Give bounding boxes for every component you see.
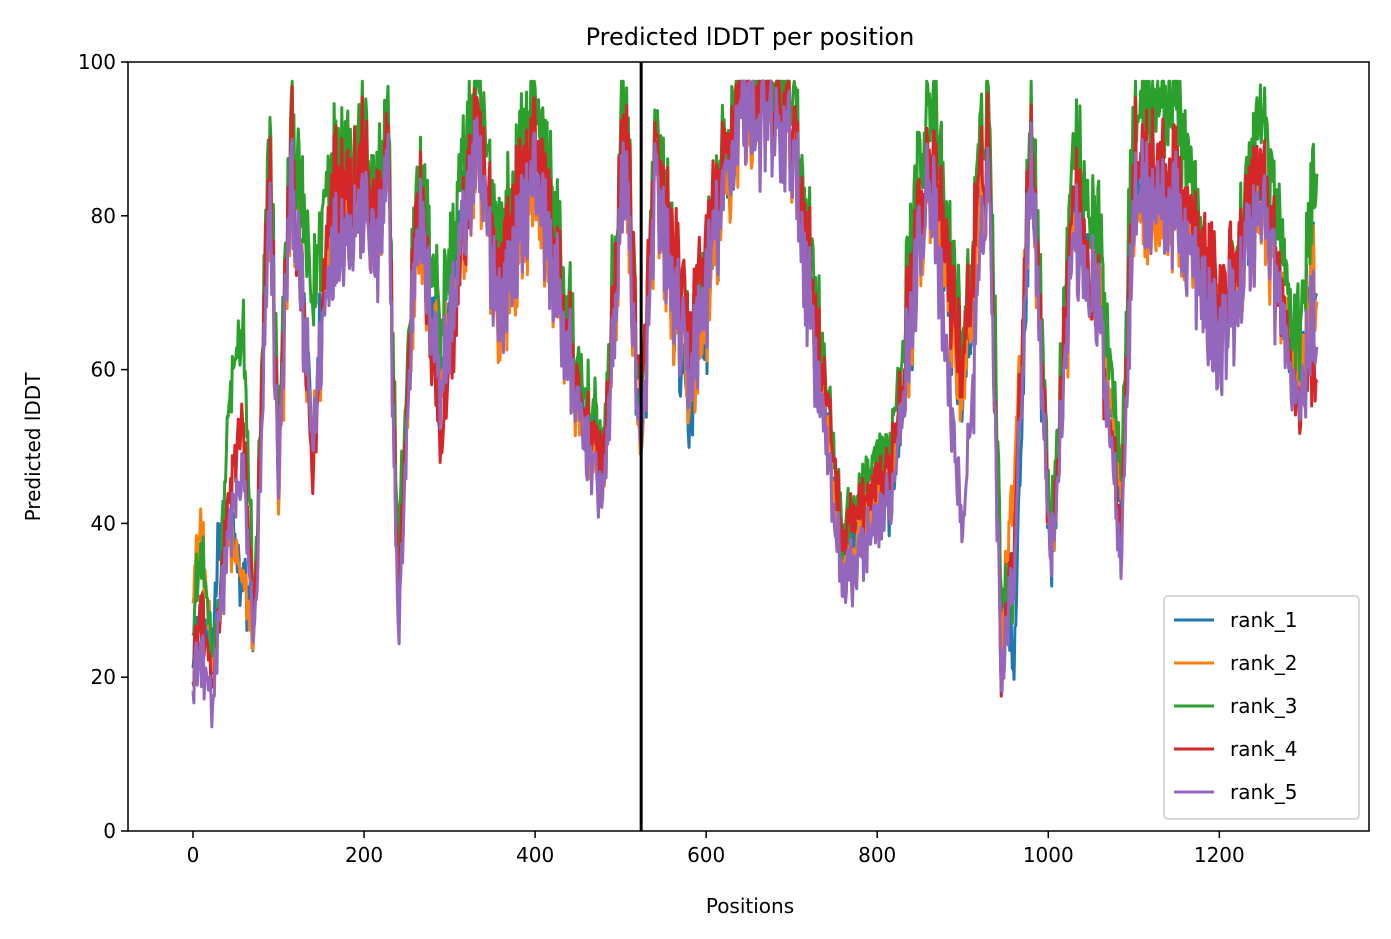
legend-label-rank_5: rank_5 <box>1230 780 1297 804</box>
y-tick-label: 80 <box>91 204 116 228</box>
x-tick-label: 1200 <box>1194 843 1245 867</box>
legend-label-rank_4: rank_4 <box>1230 737 1297 761</box>
y-tick-label: 0 <box>103 819 116 843</box>
x-axis-title: Positions <box>706 894 794 918</box>
x-tick-label: 0 <box>187 843 200 867</box>
x-tick-label: 600 <box>687 843 725 867</box>
x-tick-label: 400 <box>516 843 554 867</box>
y-axis-title: Predicted lDDT <box>21 372 45 522</box>
x-tick-label: 200 <box>345 843 383 867</box>
legend-box <box>1163 595 1360 820</box>
plot-area <box>191 62 1319 831</box>
series-line-rank_5 <box>191 79 1319 729</box>
x-tick-label: 1000 <box>1023 843 1074 867</box>
y-tick-label: 100 <box>78 50 116 74</box>
axes: 0 200 400 600 800 1000 1200 0 20 40 60 80 100 <box>78 50 1370 867</box>
chart-title: Predicted lDDT per position <box>586 23 915 51</box>
y-tick-label: 20 <box>91 665 116 689</box>
x-tick-label: 800 <box>858 843 896 867</box>
legend-label-rank_1: rank_1 <box>1230 608 1297 632</box>
legend-label-rank_3: rank_3 <box>1230 694 1297 718</box>
y-tick-label: 60 <box>91 358 116 382</box>
legend-label-rank_2: rank_2 <box>1230 651 1297 675</box>
legend: rank_1 rank_2 rank_3 rank_4 rank_5 <box>1163 595 1360 820</box>
y-tick-label: 40 <box>91 511 116 535</box>
plot-frame <box>127 61 1370 832</box>
